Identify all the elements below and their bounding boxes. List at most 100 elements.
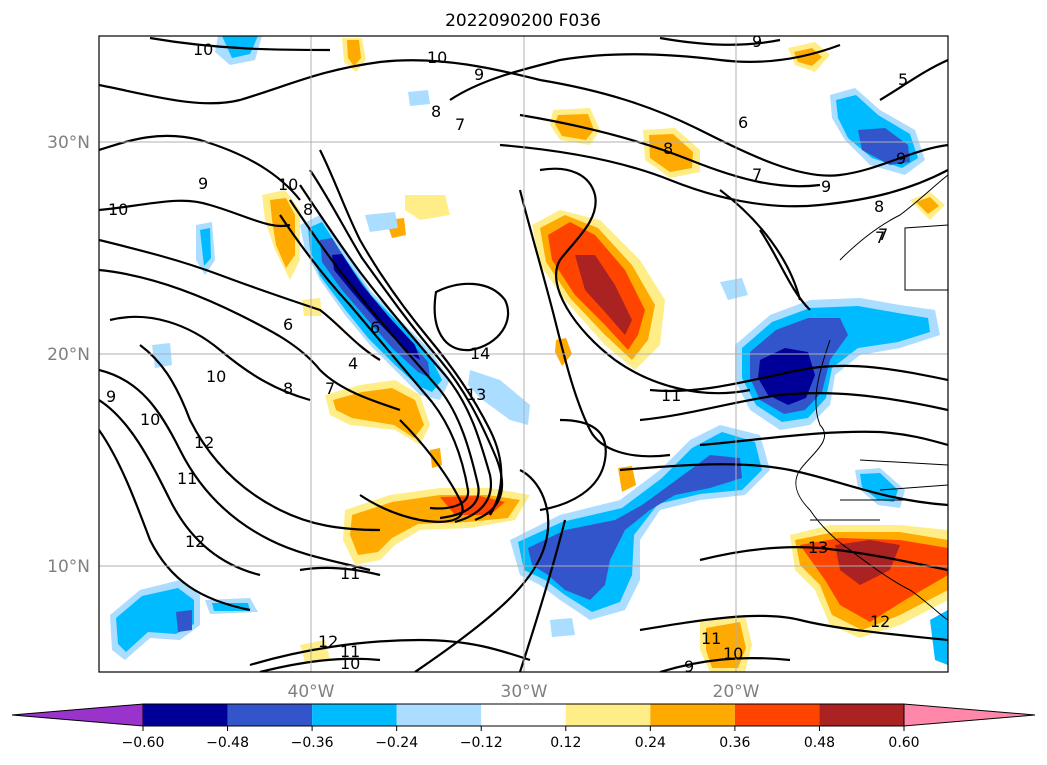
lat-label: 20°N [47, 345, 90, 365]
colorbar-swatch [481, 704, 566, 726]
colorbar: −0.60 −0.48 −0.36 −0.24 −0.12 0.12 0.24 0.36 0.4… [11, 703, 1036, 751]
negative-anomaly [550, 618, 575, 637]
contour-label: 9 [106, 387, 116, 406]
contour-label: 10 [340, 654, 360, 673]
colorbar-swatch [143, 704, 228, 726]
positive-anomaly [800, 538, 948, 622]
colorbar-tick-label: −0.12 [460, 735, 503, 751]
map-frame [98, 35, 949, 673]
contour-label: 9 [896, 149, 906, 168]
positive-anomaly [430, 448, 442, 468]
contour-label: 7 [325, 379, 335, 398]
contour-label: 10 [206, 367, 226, 386]
contour-label: 12 [194, 433, 214, 452]
positive-anomaly [405, 195, 450, 220]
contour-label: 9 [821, 177, 831, 196]
map-area: 10 10 9 9 8 7 6 7 9 8 9 5 10 9 10 7 6 8 … [99, 32, 948, 676]
map-title: 2022090200 F036 [445, 11, 601, 31]
contour-lines [99, 36, 948, 672]
colorbar-extend-low [11, 703, 144, 727]
negative-anomaly [758, 348, 815, 405]
negative-anomaly [116, 588, 194, 652]
contour-label: 10 [278, 175, 298, 194]
positive-anomaly [270, 198, 295, 268]
contour-label: 10 [193, 40, 213, 59]
lon-label: 20°W [713, 682, 760, 702]
contour-label: 9 [474, 65, 484, 84]
contour-label: 11 [177, 469, 197, 488]
negative-anomaly [528, 455, 742, 600]
contour-label: 10 [140, 410, 160, 429]
contour-label: 6 [370, 318, 380, 337]
contour-label: 8 [283, 379, 293, 398]
colorbar-outline [143, 703, 904, 727]
contour-label: 11 [661, 386, 681, 405]
colorbar-tick-label: −0.60 [122, 735, 165, 751]
negative-anomaly [408, 90, 430, 106]
colorbar-tick-label: 0.48 [804, 735, 835, 751]
contour-label: 8 [431, 102, 441, 121]
positive-anomaly [618, 466, 636, 492]
contour-label: 10 [427, 48, 447, 67]
colorbar-swatch [396, 704, 482, 726]
contour-label: 9 [684, 657, 694, 676]
positive-anomaly [333, 388, 424, 438]
negative-anomaly [176, 610, 192, 632]
lon-label: 30°W [501, 682, 548, 702]
contour-label: 11 [340, 564, 360, 583]
colorbar-tick-label: −0.36 [291, 735, 334, 751]
colorbar-swatch [565, 704, 651, 726]
positive-anomaly [555, 114, 594, 140]
colorbar-tick-label: 0.24 [635, 735, 666, 751]
colorbar-swatch [312, 704, 397, 726]
contour-label: 10 [108, 200, 128, 219]
contour-label: 9 [752, 32, 762, 51]
colorbar-swatch [650, 704, 735, 726]
contour-label: 10 [723, 644, 743, 663]
colorbar-extend-high [903, 703, 1036, 727]
contour-label: 8 [874, 197, 884, 216]
colorbar-tick-label: 0.60 [888, 735, 919, 751]
contour-label: 11 [701, 629, 721, 648]
contour-labels: 10 10 9 9 8 7 6 7 9 8 9 5 10 9 10 7 6 8 … [106, 32, 908, 676]
contour-label: 7 [878, 225, 888, 244]
lat-label: 30°N [47, 133, 90, 153]
contour-label: 5 [898, 70, 908, 89]
negative-anomaly [720, 278, 748, 300]
contour-label: 12 [318, 632, 338, 651]
contour-label: 14 [470, 344, 490, 363]
colorbar-swatch [227, 704, 313, 726]
contour-label: 12 [870, 612, 890, 631]
contour-label: 6 [283, 315, 293, 334]
colorbar-tick-label: 0.12 [550, 735, 581, 751]
negative-anomaly [860, 473, 898, 502]
contour-label: 7 [752, 165, 762, 184]
gridlines [99, 36, 948, 672]
positive-anomaly [575, 255, 632, 335]
contour-label: 13 [466, 385, 486, 404]
negative-anomaly [930, 610, 948, 665]
lon-label: 40°W [288, 682, 335, 702]
colorbar-swatch [734, 704, 820, 726]
contour-label: 4 [348, 354, 358, 373]
latitude-labels: 30°N 20°N 10°N [47, 133, 90, 577]
contour-label: 8 [303, 200, 313, 219]
contour-label: 6 [738, 113, 748, 132]
positive-anomaly [916, 197, 939, 214]
colorbar-tick-label: −0.24 [375, 735, 418, 751]
colorbar-tick-label: −0.48 [206, 735, 249, 751]
negative-anomaly [365, 212, 398, 232]
negative-anomaly [152, 343, 172, 368]
contour-label: 13 [808, 538, 828, 557]
contour-label: 7 [455, 115, 465, 134]
colorbar-tick-label: 0.36 [719, 735, 750, 751]
negative-anomaly [200, 228, 211, 266]
positive-anomaly [347, 40, 361, 66]
coastline [795, 174, 948, 621]
contour-label: 7 [875, 228, 885, 247]
negative-anomaly [858, 128, 910, 165]
colorbar-swatch [819, 704, 904, 726]
contour-label: 11 [340, 642, 360, 661]
positive-anomaly [300, 640, 330, 662]
